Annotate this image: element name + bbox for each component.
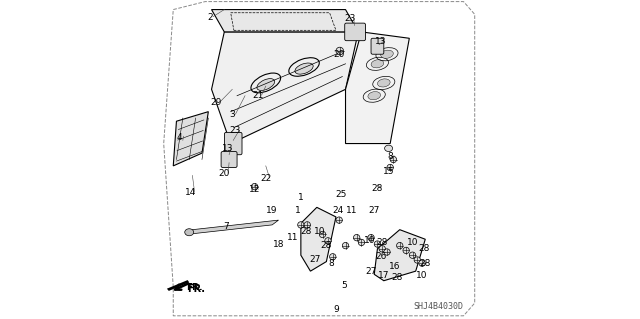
Text: 28: 28 (321, 241, 332, 250)
Text: 28: 28 (418, 244, 429, 253)
Circle shape (419, 260, 425, 266)
Circle shape (342, 242, 349, 249)
Circle shape (324, 238, 331, 244)
Ellipse shape (381, 50, 394, 58)
Text: 11: 11 (346, 206, 358, 215)
Polygon shape (374, 230, 425, 281)
Text: 3: 3 (229, 110, 235, 119)
Text: 8: 8 (387, 152, 393, 161)
Circle shape (319, 231, 326, 238)
FancyBboxPatch shape (345, 23, 365, 41)
Text: 28: 28 (420, 259, 431, 268)
Text: 20: 20 (219, 169, 230, 178)
Circle shape (336, 217, 342, 223)
Text: 1: 1 (295, 206, 301, 215)
Circle shape (397, 242, 403, 249)
Text: 10: 10 (364, 236, 375, 245)
Text: 28: 28 (391, 273, 403, 282)
Ellipse shape (185, 229, 194, 236)
FancyBboxPatch shape (371, 38, 384, 54)
Text: 27: 27 (365, 267, 377, 276)
Text: FR.: FR. (186, 283, 202, 292)
FancyBboxPatch shape (225, 132, 242, 155)
Circle shape (414, 257, 420, 263)
Text: 10: 10 (314, 227, 326, 236)
Text: 16: 16 (389, 262, 401, 271)
Text: 25: 25 (335, 190, 346, 199)
Text: 9: 9 (333, 305, 339, 314)
Circle shape (304, 222, 310, 228)
Text: 4: 4 (177, 133, 182, 142)
Text: 28: 28 (372, 184, 383, 193)
Polygon shape (212, 32, 358, 144)
Text: 8: 8 (328, 259, 334, 268)
Ellipse shape (295, 63, 313, 74)
Text: 13: 13 (375, 37, 387, 46)
Text: 10: 10 (407, 238, 419, 247)
Circle shape (384, 249, 390, 255)
Text: 28: 28 (300, 227, 311, 236)
Text: 27: 27 (369, 206, 380, 215)
Polygon shape (301, 207, 336, 271)
Text: 23: 23 (344, 14, 356, 23)
Circle shape (374, 241, 381, 247)
Circle shape (330, 254, 336, 260)
Circle shape (387, 164, 394, 171)
Ellipse shape (378, 79, 390, 87)
Text: 28: 28 (376, 238, 388, 247)
Ellipse shape (257, 78, 275, 91)
Text: 7: 7 (223, 222, 228, 231)
Circle shape (298, 222, 304, 228)
Text: SHJ4B4030D: SHJ4B4030D (413, 302, 463, 311)
Circle shape (353, 234, 360, 241)
Text: 26: 26 (375, 252, 387, 261)
Text: 24: 24 (332, 206, 343, 215)
Text: 5: 5 (341, 281, 347, 290)
Circle shape (358, 239, 365, 246)
Circle shape (390, 156, 397, 163)
Text: 10: 10 (417, 271, 428, 280)
Polygon shape (173, 112, 209, 166)
Text: 29: 29 (211, 98, 222, 107)
Circle shape (368, 234, 374, 241)
Text: 22: 22 (260, 174, 271, 183)
Text: 17: 17 (378, 271, 390, 280)
Circle shape (410, 252, 416, 258)
Text: 13: 13 (221, 144, 233, 153)
Ellipse shape (385, 145, 392, 152)
Circle shape (403, 247, 410, 254)
Text: 21: 21 (252, 91, 264, 100)
Text: 19: 19 (266, 206, 278, 215)
Text: 14: 14 (185, 189, 196, 197)
Text: 11: 11 (287, 233, 299, 242)
Circle shape (252, 183, 258, 190)
Circle shape (336, 47, 344, 55)
Text: 1: 1 (298, 193, 304, 202)
Text: 18: 18 (273, 240, 284, 249)
Text: 20: 20 (333, 50, 345, 59)
Polygon shape (167, 280, 189, 291)
Ellipse shape (368, 92, 381, 100)
Text: 12: 12 (249, 185, 260, 194)
Text: 23: 23 (230, 126, 241, 135)
Circle shape (379, 246, 385, 252)
Text: 15: 15 (383, 167, 394, 176)
Text: 2: 2 (207, 13, 212, 22)
Polygon shape (212, 10, 358, 32)
Ellipse shape (371, 60, 384, 68)
Text: 27: 27 (310, 256, 321, 264)
Polygon shape (186, 220, 278, 234)
Polygon shape (346, 32, 410, 144)
FancyBboxPatch shape (221, 152, 237, 167)
Text: FR.: FR. (188, 284, 205, 294)
